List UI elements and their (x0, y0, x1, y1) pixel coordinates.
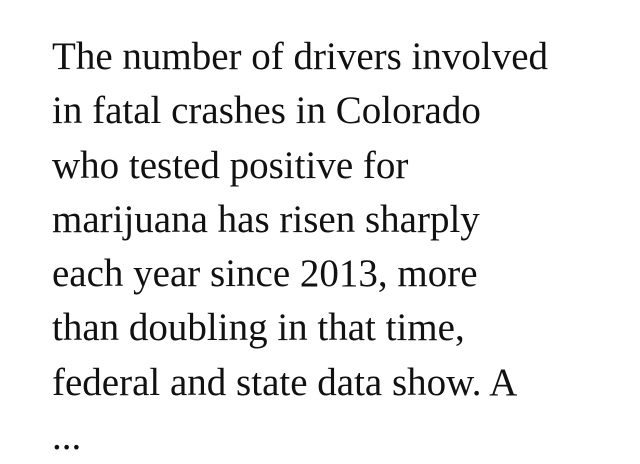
text-line: who tested positive for (52, 143, 409, 187)
text-line: in fatal crashes in Colorado (52, 89, 481, 133)
text-line: The number of drivers involved (52, 35, 549, 78)
text-line: than doubling in that time, (52, 306, 465, 350)
text-line: ... (52, 415, 82, 459)
text-line: each year since 2013, more (52, 252, 478, 296)
article-excerpt: The number of drivers involved in fatal c… (52, 30, 548, 464)
text-line: federal and state data show. A (52, 360, 518, 404)
text-line: marijuana has risen sharply (52, 197, 480, 241)
